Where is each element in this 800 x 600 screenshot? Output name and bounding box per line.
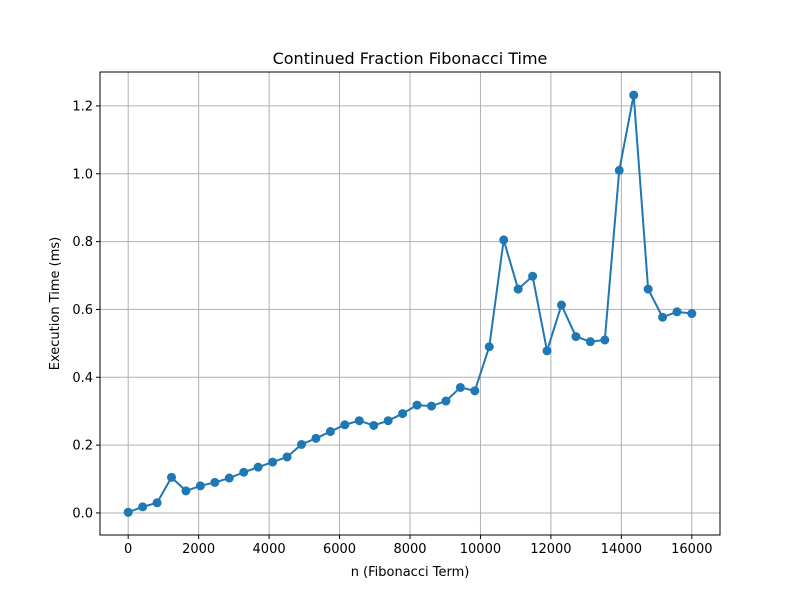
data-point: [470, 386, 480, 396]
data-point: [600, 335, 610, 345]
x-tick-label: 12000: [530, 542, 571, 557]
data-point: [441, 396, 451, 406]
y-tick-label: 0.4: [72, 371, 93, 386]
data-point: [513, 284, 523, 294]
data-point: [181, 486, 191, 496]
data-point: [499, 235, 509, 245]
data-point: [210, 477, 220, 487]
data-point: [585, 337, 595, 347]
y-tick-label: 1.0: [72, 167, 93, 182]
x-axis-title: n (Fibonacci Term): [351, 565, 470, 580]
y-tick-label: 1.2: [72, 99, 93, 114]
data-point: [528, 271, 538, 281]
data-point: [167, 472, 177, 482]
x-tick-label: 8000: [393, 542, 426, 557]
data-point: [311, 433, 321, 443]
x-tick-label: 10000: [460, 542, 501, 557]
chart-title: Continued Fraction Fibonacci Time: [273, 49, 548, 68]
data-point: [123, 507, 133, 517]
x-tick-label: 2000: [182, 542, 215, 557]
data-point: [629, 90, 639, 100]
y-axis: 0.0 0.2 0.4 0.6 0.8 1.0 1.2: [72, 99, 100, 521]
series-polyline: [127, 94, 692, 514]
data-point: [138, 502, 148, 512]
data-point: [325, 427, 335, 437]
data-point: [354, 416, 364, 426]
x-tick-label: 16000: [671, 542, 712, 557]
y-tick-label: 0.8: [72, 235, 93, 250]
data-point: [571, 332, 581, 342]
data-point: [383, 416, 393, 426]
data-point: [239, 467, 249, 477]
data-point: [687, 309, 697, 319]
data-point: [412, 400, 422, 410]
data-point: [672, 307, 682, 317]
x-tick-label: 6000: [323, 542, 356, 557]
x-tick-label: 14000: [601, 542, 642, 557]
data-point: [340, 420, 350, 430]
y-axis-title: Execution Time (ms): [48, 237, 63, 370]
series-line: [123, 90, 697, 517]
x-tick-label: 0: [124, 542, 132, 557]
x-axis: 0 2000 4000 6000 8000 10000 12000 14000 16000: [124, 535, 712, 557]
data-point: [455, 382, 465, 392]
data-point: [542, 346, 552, 356]
x-tick-label: 4000: [253, 542, 286, 557]
y-tick-label: 0.0: [72, 506, 93, 521]
data-point: [195, 481, 205, 491]
data-point: [614, 165, 624, 175]
data-point: [658, 312, 668, 322]
data-point: [268, 457, 278, 467]
grid: [100, 72, 720, 535]
data-point: [398, 409, 408, 419]
data-point: [253, 462, 263, 472]
data-point: [152, 498, 162, 508]
y-tick-label: 0.2: [72, 439, 93, 454]
data-point: [556, 300, 566, 310]
data-point: [224, 473, 234, 483]
data-point: [297, 439, 306, 449]
data-point: [484, 342, 494, 352]
data-point: [426, 401, 436, 411]
data-point: [643, 284, 653, 294]
y-tick-label: 0.6: [72, 303, 93, 318]
data-point: [282, 452, 292, 462]
data-point: [369, 420, 379, 430]
